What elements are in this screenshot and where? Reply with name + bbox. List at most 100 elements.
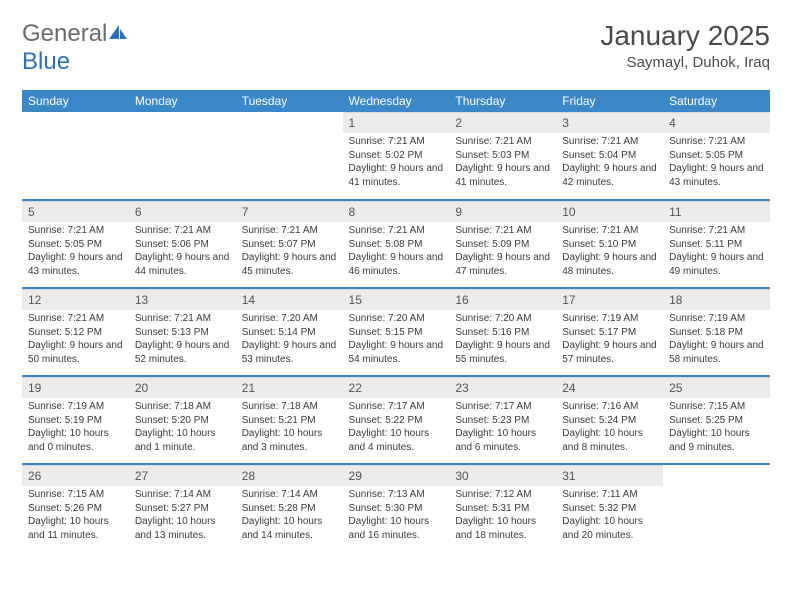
- sunrise-text: Sunrise: 7:21 AM: [562, 224, 657, 238]
- calendar-body: 1Sunrise: 7:21 AMSunset: 5:02 PMDaylight…: [22, 112, 770, 552]
- sunrise-text: Sunrise: 7:21 AM: [349, 135, 444, 149]
- calendar-cell: 22Sunrise: 7:17 AMSunset: 5:22 PMDayligh…: [343, 376, 450, 464]
- day-number: 7: [236, 201, 343, 222]
- day-number: 8: [343, 201, 450, 222]
- calendar-cell: 7Sunrise: 7:21 AMSunset: 5:07 PMDaylight…: [236, 200, 343, 288]
- calendar-cell: 3Sunrise: 7:21 AMSunset: 5:04 PMDaylight…: [556, 112, 663, 200]
- day-info: Sunrise: 7:21 AMSunset: 5:02 PMDaylight:…: [343, 133, 450, 193]
- sunset-text: Sunset: 5:26 PM: [28, 502, 123, 516]
- sunset-text: Sunset: 5:27 PM: [135, 502, 230, 516]
- sunset-text: Sunset: 5:23 PM: [455, 414, 550, 428]
- sunset-text: Sunset: 5:16 PM: [455, 326, 550, 340]
- calendar-week-row: 19Sunrise: 7:19 AMSunset: 5:19 PMDayligh…: [22, 376, 770, 464]
- day-number: 15: [343, 289, 450, 310]
- day-number: 22: [343, 377, 450, 398]
- daylight-text: Daylight: 10 hours and 16 minutes.: [349, 515, 444, 542]
- sunset-text: Sunset: 5:03 PM: [455, 149, 550, 163]
- daylight-text: Daylight: 9 hours and 41 minutes.: [349, 162, 444, 189]
- brand-part1: General: [22, 20, 107, 47]
- daylight-text: Daylight: 10 hours and 3 minutes.: [242, 427, 337, 454]
- sunrise-text: Sunrise: 7:20 AM: [242, 312, 337, 326]
- daylight-text: Daylight: 9 hours and 50 minutes.: [28, 339, 123, 366]
- sunrise-text: Sunrise: 7:18 AM: [242, 400, 337, 414]
- calendar-cell: [236, 112, 343, 200]
- day-number: 27: [129, 465, 236, 486]
- day-info: Sunrise: 7:17 AMSunset: 5:23 PMDaylight:…: [449, 398, 556, 458]
- sunset-text: Sunset: 5:02 PM: [349, 149, 444, 163]
- day-number: 13: [129, 289, 236, 310]
- sunrise-text: Sunrise: 7:17 AM: [455, 400, 550, 414]
- day-info: Sunrise: 7:21 AMSunset: 5:12 PMDaylight:…: [22, 310, 129, 370]
- daylight-text: Daylight: 10 hours and 4 minutes.: [349, 427, 444, 454]
- sunset-text: Sunset: 5:22 PM: [349, 414, 444, 428]
- day-info: Sunrise: 7:14 AMSunset: 5:27 PMDaylight:…: [129, 486, 236, 546]
- sunrise-text: Sunrise: 7:21 AM: [349, 224, 444, 238]
- day-number: 25: [663, 377, 770, 398]
- weekday-header: Saturday: [663, 90, 770, 112]
- calendar-cell: [22, 112, 129, 200]
- sunrise-text: Sunrise: 7:21 AM: [669, 224, 764, 238]
- calendar-cell: 2Sunrise: 7:21 AMSunset: 5:03 PMDaylight…: [449, 112, 556, 200]
- daylight-text: Daylight: 9 hours and 47 minutes.: [455, 251, 550, 278]
- calendar-cell: 11Sunrise: 7:21 AMSunset: 5:11 PMDayligh…: [663, 200, 770, 288]
- day-info: Sunrise: 7:11 AMSunset: 5:32 PMDaylight:…: [556, 486, 663, 546]
- day-number: 18: [663, 289, 770, 310]
- day-info: Sunrise: 7:21 AMSunset: 5:07 PMDaylight:…: [236, 222, 343, 282]
- daylight-text: Daylight: 9 hours and 58 minutes.: [669, 339, 764, 366]
- daylight-text: Daylight: 9 hours and 44 minutes.: [135, 251, 230, 278]
- day-number: 19: [22, 377, 129, 398]
- sunrise-text: Sunrise: 7:14 AM: [242, 488, 337, 502]
- daylight-text: Daylight: 9 hours and 42 minutes.: [562, 162, 657, 189]
- sunrise-text: Sunrise: 7:16 AM: [562, 400, 657, 414]
- daylight-text: Daylight: 9 hours and 52 minutes.: [135, 339, 230, 366]
- sunrise-text: Sunrise: 7:14 AM: [135, 488, 230, 502]
- daylight-text: Daylight: 9 hours and 48 minutes.: [562, 251, 657, 278]
- calendar-cell: 15Sunrise: 7:20 AMSunset: 5:15 PMDayligh…: [343, 288, 450, 376]
- day-number: 2: [449, 112, 556, 133]
- day-info: Sunrise: 7:21 AMSunset: 5:10 PMDaylight:…: [556, 222, 663, 282]
- daylight-text: Daylight: 9 hours and 54 minutes.: [349, 339, 444, 366]
- daylight-text: Daylight: 9 hours and 53 minutes.: [242, 339, 337, 366]
- sunset-text: Sunset: 5:05 PM: [28, 238, 123, 252]
- sunset-text: Sunset: 5:08 PM: [349, 238, 444, 252]
- sunset-text: Sunset: 5:18 PM: [669, 326, 764, 340]
- daylight-text: Daylight: 10 hours and 18 minutes.: [455, 515, 550, 542]
- day-number: 29: [343, 465, 450, 486]
- calendar-cell: 6Sunrise: 7:21 AMSunset: 5:06 PMDaylight…: [129, 200, 236, 288]
- calendar-cell: 27Sunrise: 7:14 AMSunset: 5:27 PMDayligh…: [129, 464, 236, 552]
- calendar-cell: 1Sunrise: 7:21 AMSunset: 5:02 PMDaylight…: [343, 112, 450, 200]
- calendar-cell: 20Sunrise: 7:18 AMSunset: 5:20 PMDayligh…: [129, 376, 236, 464]
- sunset-text: Sunset: 5:06 PM: [135, 238, 230, 252]
- day-number: 5: [22, 201, 129, 222]
- sunset-text: Sunset: 5:28 PM: [242, 502, 337, 516]
- day-info: Sunrise: 7:21 AMSunset: 5:03 PMDaylight:…: [449, 133, 556, 193]
- weekday-header: Friday: [556, 90, 663, 112]
- sunset-text: Sunset: 5:13 PM: [135, 326, 230, 340]
- sunset-text: Sunset: 5:25 PM: [669, 414, 764, 428]
- calendar-cell: 29Sunrise: 7:13 AMSunset: 5:30 PMDayligh…: [343, 464, 450, 552]
- calendar-cell: 8Sunrise: 7:21 AMSunset: 5:08 PMDaylight…: [343, 200, 450, 288]
- sunset-text: Sunset: 5:31 PM: [455, 502, 550, 516]
- day-info: Sunrise: 7:18 AMSunset: 5:21 PMDaylight:…: [236, 398, 343, 458]
- calendar-week-row: 12Sunrise: 7:21 AMSunset: 5:12 PMDayligh…: [22, 288, 770, 376]
- day-number: 17: [556, 289, 663, 310]
- title-block: January 2025 Saymayl, Duhok, Iraq: [600, 20, 770, 71]
- calendar-week-row: 26Sunrise: 7:15 AMSunset: 5:26 PMDayligh…: [22, 464, 770, 552]
- day-info: Sunrise: 7:21 AMSunset: 5:04 PMDaylight:…: [556, 133, 663, 193]
- sunset-text: Sunset: 5:07 PM: [242, 238, 337, 252]
- day-info: Sunrise: 7:17 AMSunset: 5:22 PMDaylight:…: [343, 398, 450, 458]
- daylight-text: Daylight: 10 hours and 20 minutes.: [562, 515, 657, 542]
- sunrise-text: Sunrise: 7:15 AM: [28, 488, 123, 502]
- day-info: Sunrise: 7:16 AMSunset: 5:24 PMDaylight:…: [556, 398, 663, 458]
- weekday-header: Sunday: [22, 90, 129, 112]
- sunset-text: Sunset: 5:05 PM: [669, 149, 764, 163]
- day-info: Sunrise: 7:14 AMSunset: 5:28 PMDaylight:…: [236, 486, 343, 546]
- calendar-cell: 16Sunrise: 7:20 AMSunset: 5:16 PMDayligh…: [449, 288, 556, 376]
- day-number: 6: [129, 201, 236, 222]
- sunrise-text: Sunrise: 7:21 AM: [455, 135, 550, 149]
- calendar-cell: 25Sunrise: 7:15 AMSunset: 5:25 PMDayligh…: [663, 376, 770, 464]
- day-number: 20: [129, 377, 236, 398]
- calendar-cell: [129, 112, 236, 200]
- calendar-cell: 19Sunrise: 7:19 AMSunset: 5:19 PMDayligh…: [22, 376, 129, 464]
- calendar-table: SundayMondayTuesdayWednesdayThursdayFrid…: [22, 90, 770, 552]
